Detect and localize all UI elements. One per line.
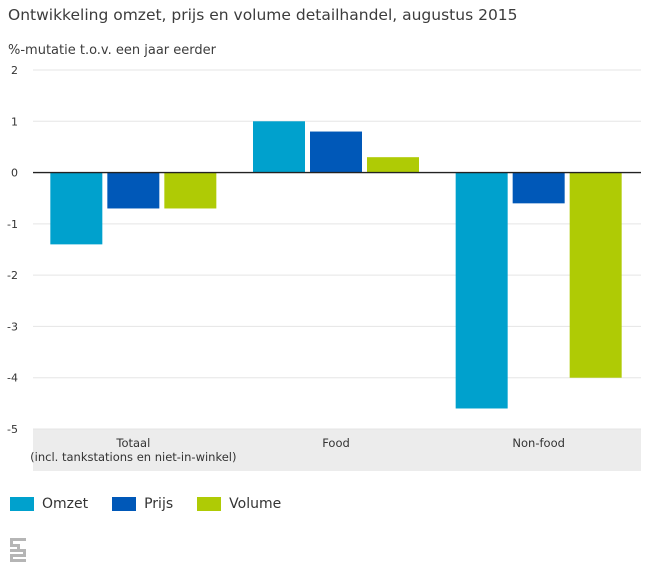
legend: Omzet Prijs Volume <box>10 496 305 512</box>
bar-volume <box>164 172 217 209</box>
y-tick-label: 2 <box>11 64 18 77</box>
bar-prijs <box>512 172 565 204</box>
x-category-label: Non-food <box>512 436 565 450</box>
bar-volume <box>367 157 419 173</box>
legend-swatch-prijs <box>112 497 137 511</box>
bar-volume <box>569 172 622 378</box>
y-tick-label: 1 <box>11 115 18 128</box>
chart-title: Ontwikkeling omzet, prijs en volume deta… <box>8 6 518 24</box>
x-category-label: Totaal <box>115 436 150 450</box>
y-tick-label: -2 <box>7 269 18 282</box>
legend-label-volume: Volume <box>229 496 282 512</box>
legend-label-prijs: Prijs <box>144 496 174 512</box>
y-tick-label: -4 <box>7 372 18 385</box>
cbs-logo-icon <box>10 538 26 568</box>
y-axis-label: %-mutatie t.o.v. een jaar eerder <box>8 43 216 58</box>
bar-omzet <box>50 172 103 245</box>
legend-item-omzet: Omzet <box>10 496 88 512</box>
x-category-label: Food <box>322 436 350 450</box>
y-tick-label: -3 <box>7 320 18 333</box>
bar-chart: 2 1 0 -1 -2 -3 -4 -5 Totaal(incl. tankstations e… <box>7 64 641 471</box>
legend-swatch-volume <box>197 497 222 511</box>
y-tick-label: -5 <box>7 423 18 436</box>
legend-item-prijs: Prijs <box>112 496 173 512</box>
y-tick-label: -1 <box>7 218 18 231</box>
bar-prijs <box>107 172 160 209</box>
legend-label-omzet: Omzet <box>42 496 89 512</box>
bar-omzet <box>253 121 305 173</box>
y-tick-label: 0 <box>11 167 18 180</box>
legend-item-volume: Volume <box>197 496 281 512</box>
bar-prijs <box>310 131 362 173</box>
x-category-label: (incl. tankstations en niet-in-winkel) <box>30 450 236 464</box>
category-label-band <box>33 429 641 471</box>
bar-omzet <box>455 172 508 409</box>
legend-swatch-omzet <box>10 497 34 511</box>
